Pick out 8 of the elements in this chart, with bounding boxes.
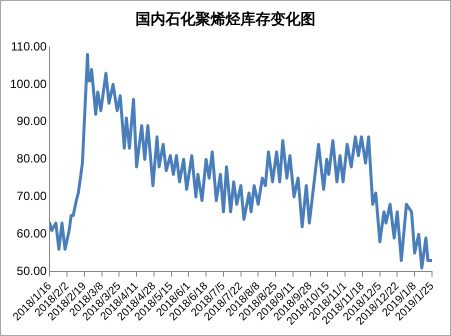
y-tick-label: 100.00: [10, 76, 48, 91]
y-tick-label: 80.00: [16, 152, 48, 166]
y-tick-label: 70.00: [16, 189, 48, 204]
y-tick-label: 110.00: [10, 39, 48, 54]
y-tick-label: 60.00: [16, 226, 48, 241]
y-tick-label: 90.00: [16, 114, 48, 128]
y-tick-label: 50.00: [16, 264, 48, 278]
chart-title: 国内石化聚烯烃库存变化图: [134, 10, 316, 29]
